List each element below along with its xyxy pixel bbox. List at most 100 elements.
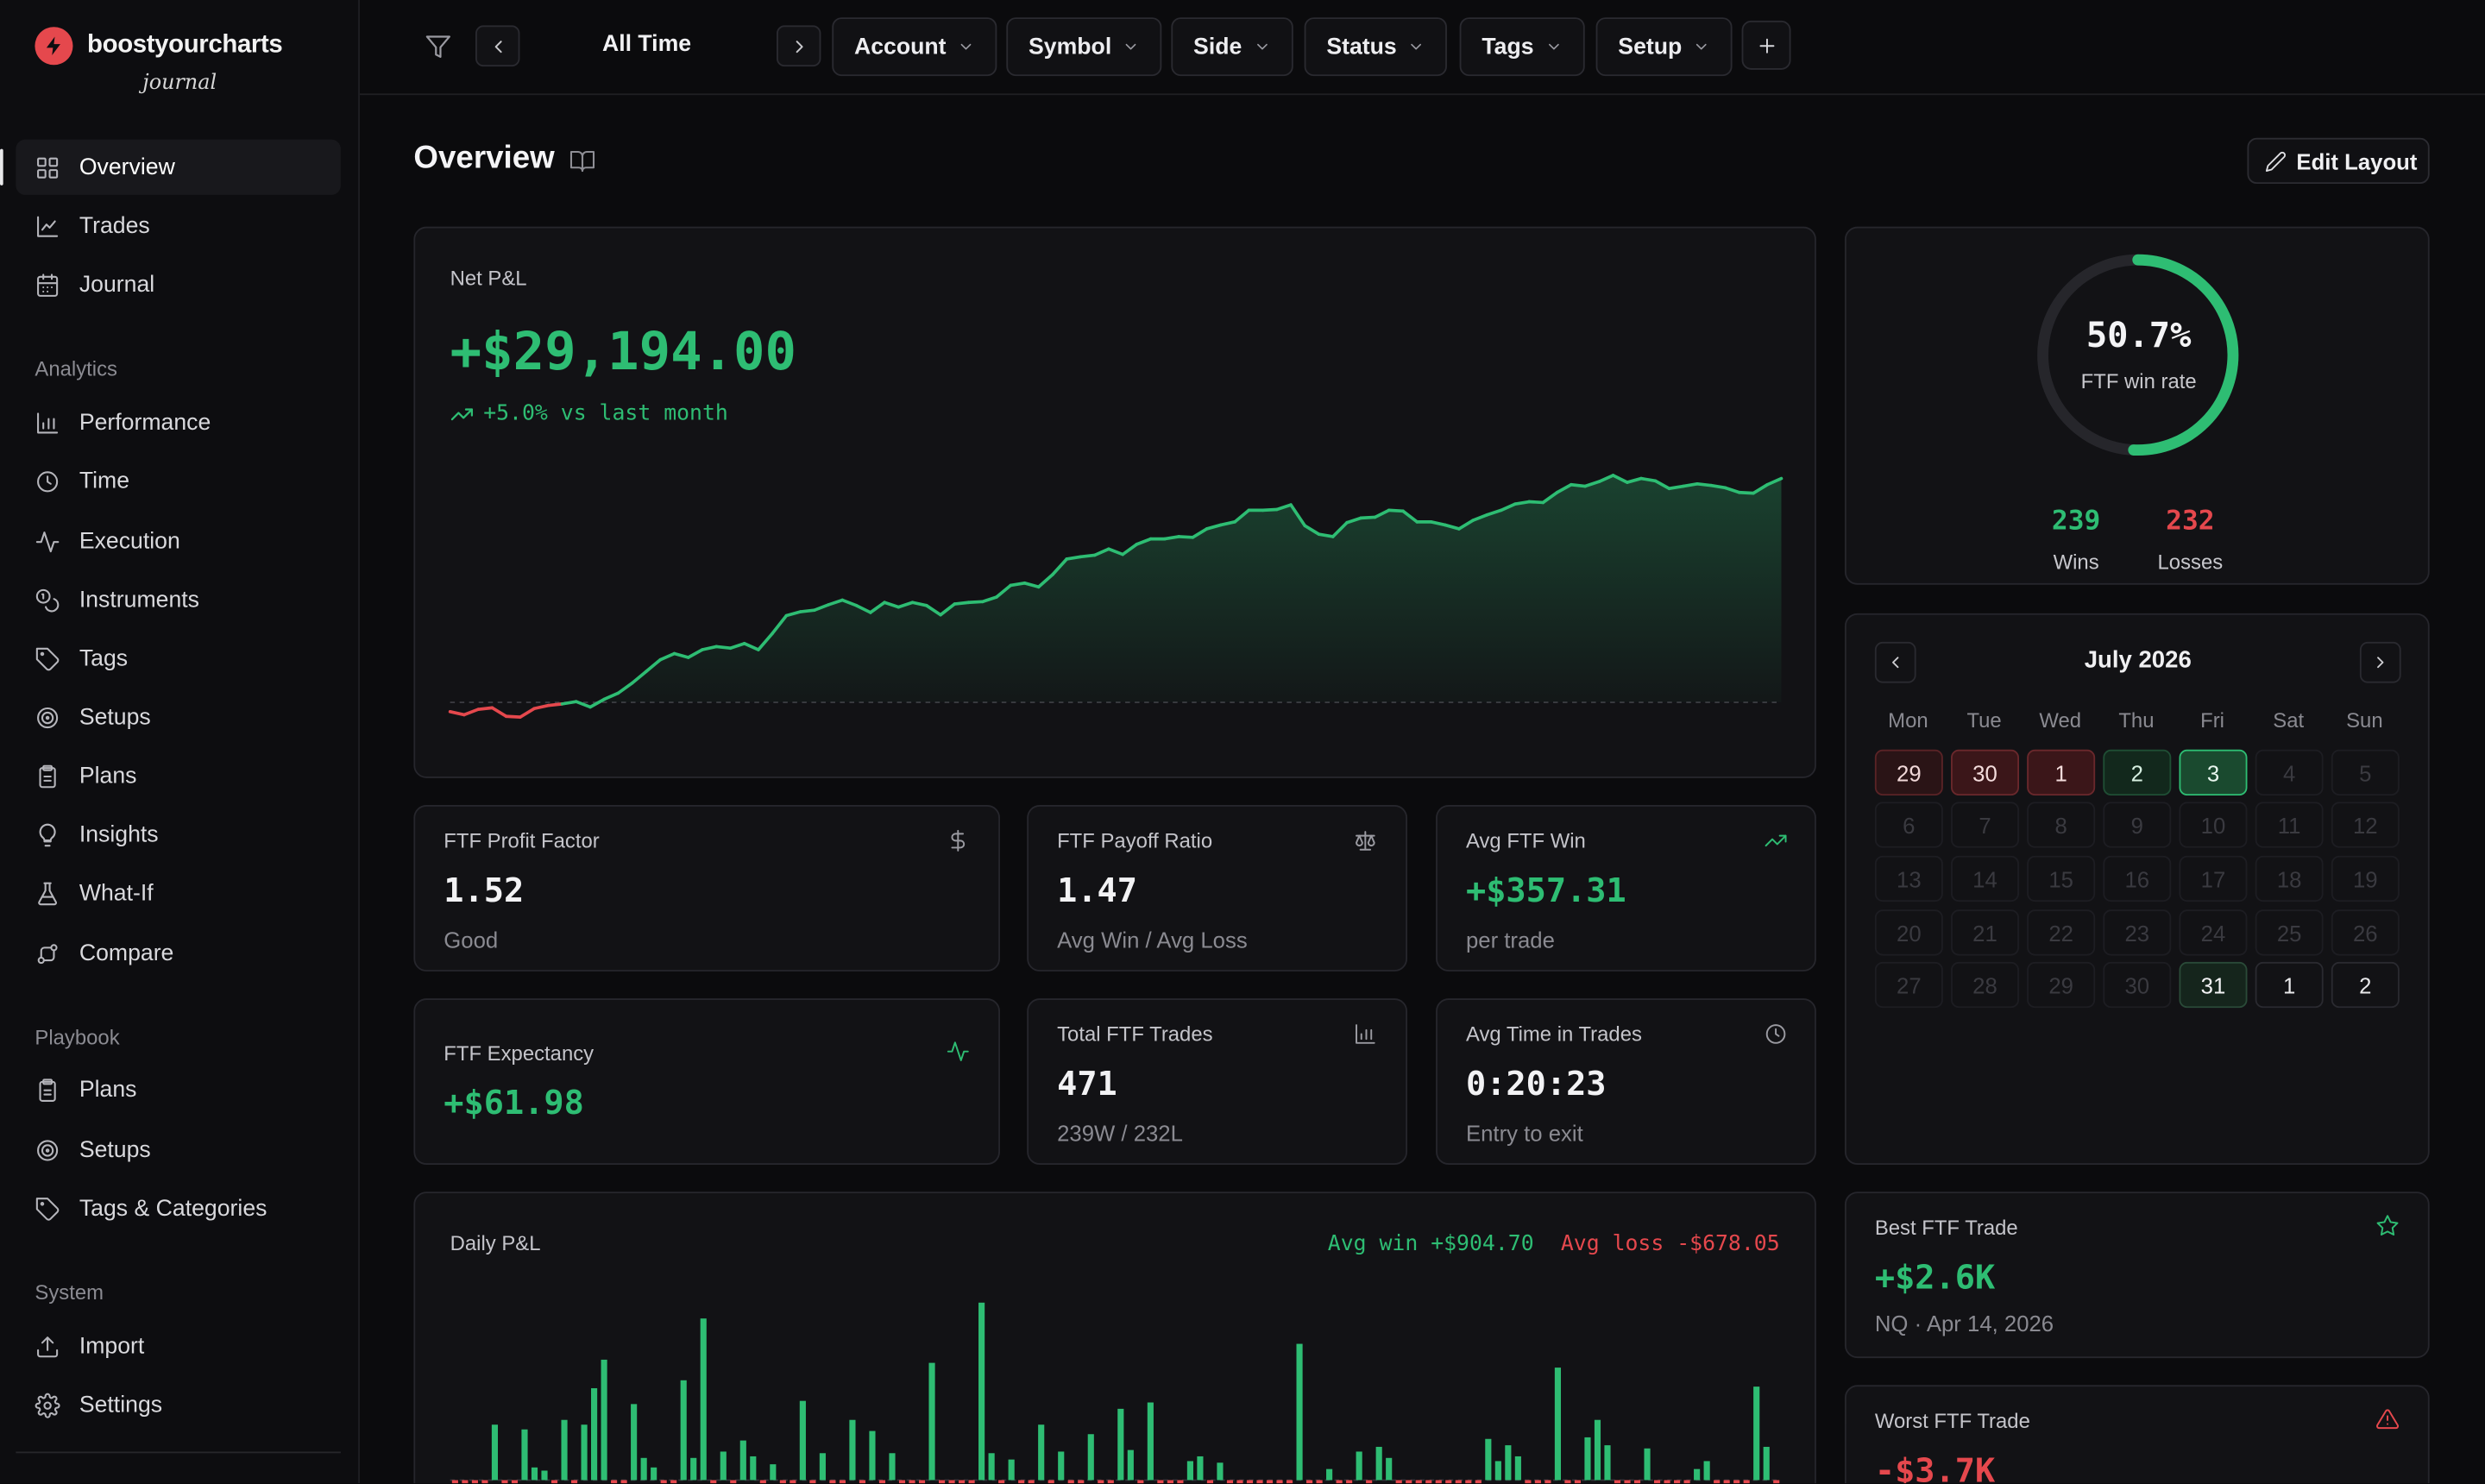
calendar-day[interactable]: 12 <box>2331 802 2400 848</box>
filter-label: Tags <box>1482 34 1534 60</box>
sidebar-item-label: Instruments <box>79 587 199 613</box>
sidebar-item-playbook-setups[interactable]: Setups <box>16 1122 341 1177</box>
filter-status[interactable]: Status <box>1304 17 1448 77</box>
calendar-day[interactable]: 7 <box>1951 802 2019 848</box>
sidebar-item-compare[interactable]: Compare <box>16 926 341 981</box>
sidebar-item-plans[interactable]: Plans <box>16 748 341 803</box>
calendar-day[interactable]: 21 <box>1951 909 2019 956</box>
calendar-day[interactable]: 29 <box>2027 961 2096 1009</box>
pnl-line-segment <box>1079 553 1097 559</box>
sidebar-item-overview[interactable]: Overview <box>0 139 341 195</box>
edit-layout-button[interactable]: Edit Layout <box>2247 137 2430 185</box>
calendar-day[interactable]: 24 <box>2179 909 2248 956</box>
daily-pnl-bar <box>1574 1480 1582 1484</box>
sidebar-item-what-if[interactable]: What-If <box>16 865 341 921</box>
daily-pnl-bar <box>1415 1480 1422 1484</box>
sidebar-item-trades[interactable]: Trades <box>16 198 341 254</box>
filter-setup[interactable]: Setup <box>1595 17 1733 77</box>
calendar-day[interactable]: 11 <box>2255 802 2324 848</box>
calendar-day[interactable]: 4 <box>2255 749 2324 796</box>
calendar-day[interactable]: 17 <box>2179 855 2248 902</box>
filter-account[interactable]: Account <box>832 17 997 77</box>
calendar-day[interactable]: 31 <box>2179 961 2248 1009</box>
calendar-day[interactable]: 2 <box>2331 961 2400 1009</box>
sidebar-item-import[interactable]: Import <box>16 1318 341 1374</box>
sidebar-item-tags[interactable]: Tags <box>16 631 341 686</box>
chevron-down-icon <box>1256 43 1268 50</box>
pnl-line-segment <box>1219 520 1236 527</box>
calendar-day[interactable]: 25 <box>2255 909 2324 956</box>
daily-pnl-bar <box>581 1424 588 1481</box>
calendar-day[interactable]: 30 <box>1951 749 2019 796</box>
calendar-day[interactable]: 2 <box>2103 749 2172 796</box>
activity-icon <box>35 531 60 552</box>
period-next-button[interactable] <box>776 25 821 67</box>
calendar-day[interactable]: 15 <box>2027 855 2096 902</box>
daily-pnl-bar <box>1525 1480 1532 1484</box>
daily-pnl-bar <box>898 1480 906 1484</box>
pnl-line-segment <box>504 714 522 719</box>
calendar-day[interactable]: 30 <box>2103 961 2172 1009</box>
daily-pnl-bar <box>1067 1480 1074 1484</box>
daily-pnl-bar <box>1733 1480 1740 1484</box>
pnl-line-segment <box>840 598 859 607</box>
pnl-line-segment <box>1653 479 1671 491</box>
calendar-day[interactable]: 29 <box>1874 749 1943 796</box>
sidebar-item-settings[interactable]: Settings <box>16 1377 341 1432</box>
sidebar-item-performance[interactable]: Performance <box>16 394 341 450</box>
calendar-day[interactable]: 19 <box>2331 855 2400 902</box>
calendar-day[interactable]: 5 <box>2331 749 2400 796</box>
calendar-day[interactable]: 1 <box>2027 749 2096 796</box>
sidebar-item-tags-categories[interactable]: Tags & Categories <box>16 1180 341 1236</box>
target-icon <box>37 1139 59 1160</box>
sidebar-item-execution[interactable]: Execution <box>16 513 341 569</box>
sidebar-item-label: Journal <box>79 271 155 298</box>
upload-icon <box>37 1336 59 1357</box>
calendar-day[interactable]: 18 <box>2255 855 2324 902</box>
calendar-day[interactable]: 16 <box>2103 855 2172 902</box>
brand-name: boostyourcharts <box>87 31 283 59</box>
sidebar-item-journal[interactable]: Journal <box>16 257 341 312</box>
calendar-icon <box>37 273 59 296</box>
filter-tags[interactable]: Tags <box>1459 17 1585 77</box>
chevron-down-icon <box>960 43 972 50</box>
calendar-day[interactable]: 6 <box>1874 802 1943 848</box>
calendar-day[interactable]: 3 <box>2179 749 2248 796</box>
brand[interactable]: boostyourcharts <box>35 27 283 66</box>
calendar-day[interactable]: 26 <box>2331 909 2400 956</box>
filter-symbol[interactable]: Symbol <box>1006 17 1163 77</box>
calendar-day[interactable]: 14 <box>1951 855 2019 902</box>
calendar-dow: Sun <box>2346 708 2383 733</box>
filter-icon[interactable] <box>422 30 454 62</box>
filter-side[interactable]: Side <box>1171 17 1293 77</box>
sidebar-item-time[interactable]: Time <box>16 453 341 508</box>
calendar-day[interactable]: 20 <box>1874 909 1943 956</box>
calendar-day[interactable]: 22 <box>2027 909 2096 956</box>
calendar-day[interactable]: 28 <box>1951 961 2019 1009</box>
avg-win-value: +$357.31 <box>1465 871 1626 910</box>
sidebar-item-instruments[interactable]: Instruments <box>16 572 341 627</box>
book-icon[interactable] <box>569 148 595 182</box>
compare-icon <box>37 943 58 964</box>
calendar-day[interactable]: 10 <box>2179 802 2248 848</box>
sidebar-item-setups[interactable]: Setups <box>16 689 341 745</box>
period-prev-button[interactable] <box>475 25 520 67</box>
calendar-day[interactable]: 13 <box>1874 855 1943 902</box>
daily-pnl-bar <box>1534 1480 1541 1484</box>
add-filter-button[interactable] <box>1741 20 1791 70</box>
scale-icon <box>1354 829 1378 861</box>
calendar-day[interactable]: 9 <box>2103 802 2172 848</box>
sidebar-item-playbook-plans[interactable]: Plans <box>16 1062 341 1117</box>
daily-pnl-bar <box>1226 1480 1234 1484</box>
avg-time-label: Avg Time in Trades <box>1465 1022 1642 1047</box>
calendar-day[interactable]: 1 <box>2255 961 2324 1009</box>
daily-pnl-bar <box>849 1419 856 1481</box>
calendar-day[interactable]: 8 <box>2027 802 2096 848</box>
sidebar-item-insights[interactable]: Insights <box>16 807 341 862</box>
daily-pnl-bar <box>1177 1480 1184 1484</box>
calendar-prev-button[interactable] <box>1874 641 1916 683</box>
calendar-day[interactable]: 23 <box>2103 909 2172 956</box>
calendar-next-button[interactable] <box>2359 641 2401 683</box>
calendar-day[interactable]: 27 <box>1874 961 1943 1009</box>
daily-pnl-bar <box>1296 1343 1303 1481</box>
